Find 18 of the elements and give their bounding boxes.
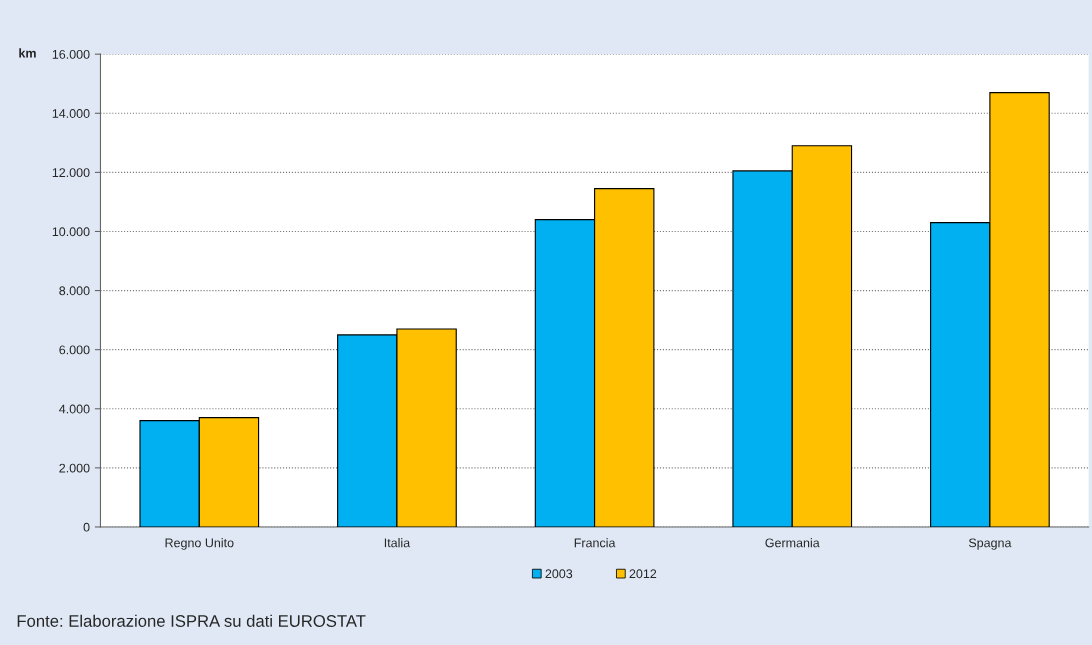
x-tick-label: Spagna — [968, 538, 1012, 550]
y-tick-label: 2.000 — [59, 463, 90, 473]
x-tick-label: Italia — [384, 538, 411, 548]
x-tick-label: Regno Unito — [165, 538, 234, 550]
x-tick-label: Francia — [574, 538, 616, 548]
y-tick-label: 4.000 — [59, 404, 90, 414]
x-tick-label: Germania — [765, 538, 820, 548]
y-tick-label: 6.000 — [59, 345, 90, 355]
y-tick-label: 14.000 — [52, 109, 90, 118]
y-tick-label: 8.000 — [59, 286, 90, 296]
y-tick-label: 12.000 — [52, 168, 90, 178]
y-tick-label: 10.000 — [52, 227, 90, 237]
legend-label: 2003 — [545, 569, 573, 579]
y-tick-label: 0 — [83, 522, 90, 532]
y-axis-title: km — [19, 48, 36, 58]
y-tick-label: 16.000 — [52, 49, 90, 59]
legend-label: 2012 — [629, 569, 657, 579]
source-note: Fonte: Elaborazione ISPRA su dati EUROSTAT — [17, 614, 366, 627]
